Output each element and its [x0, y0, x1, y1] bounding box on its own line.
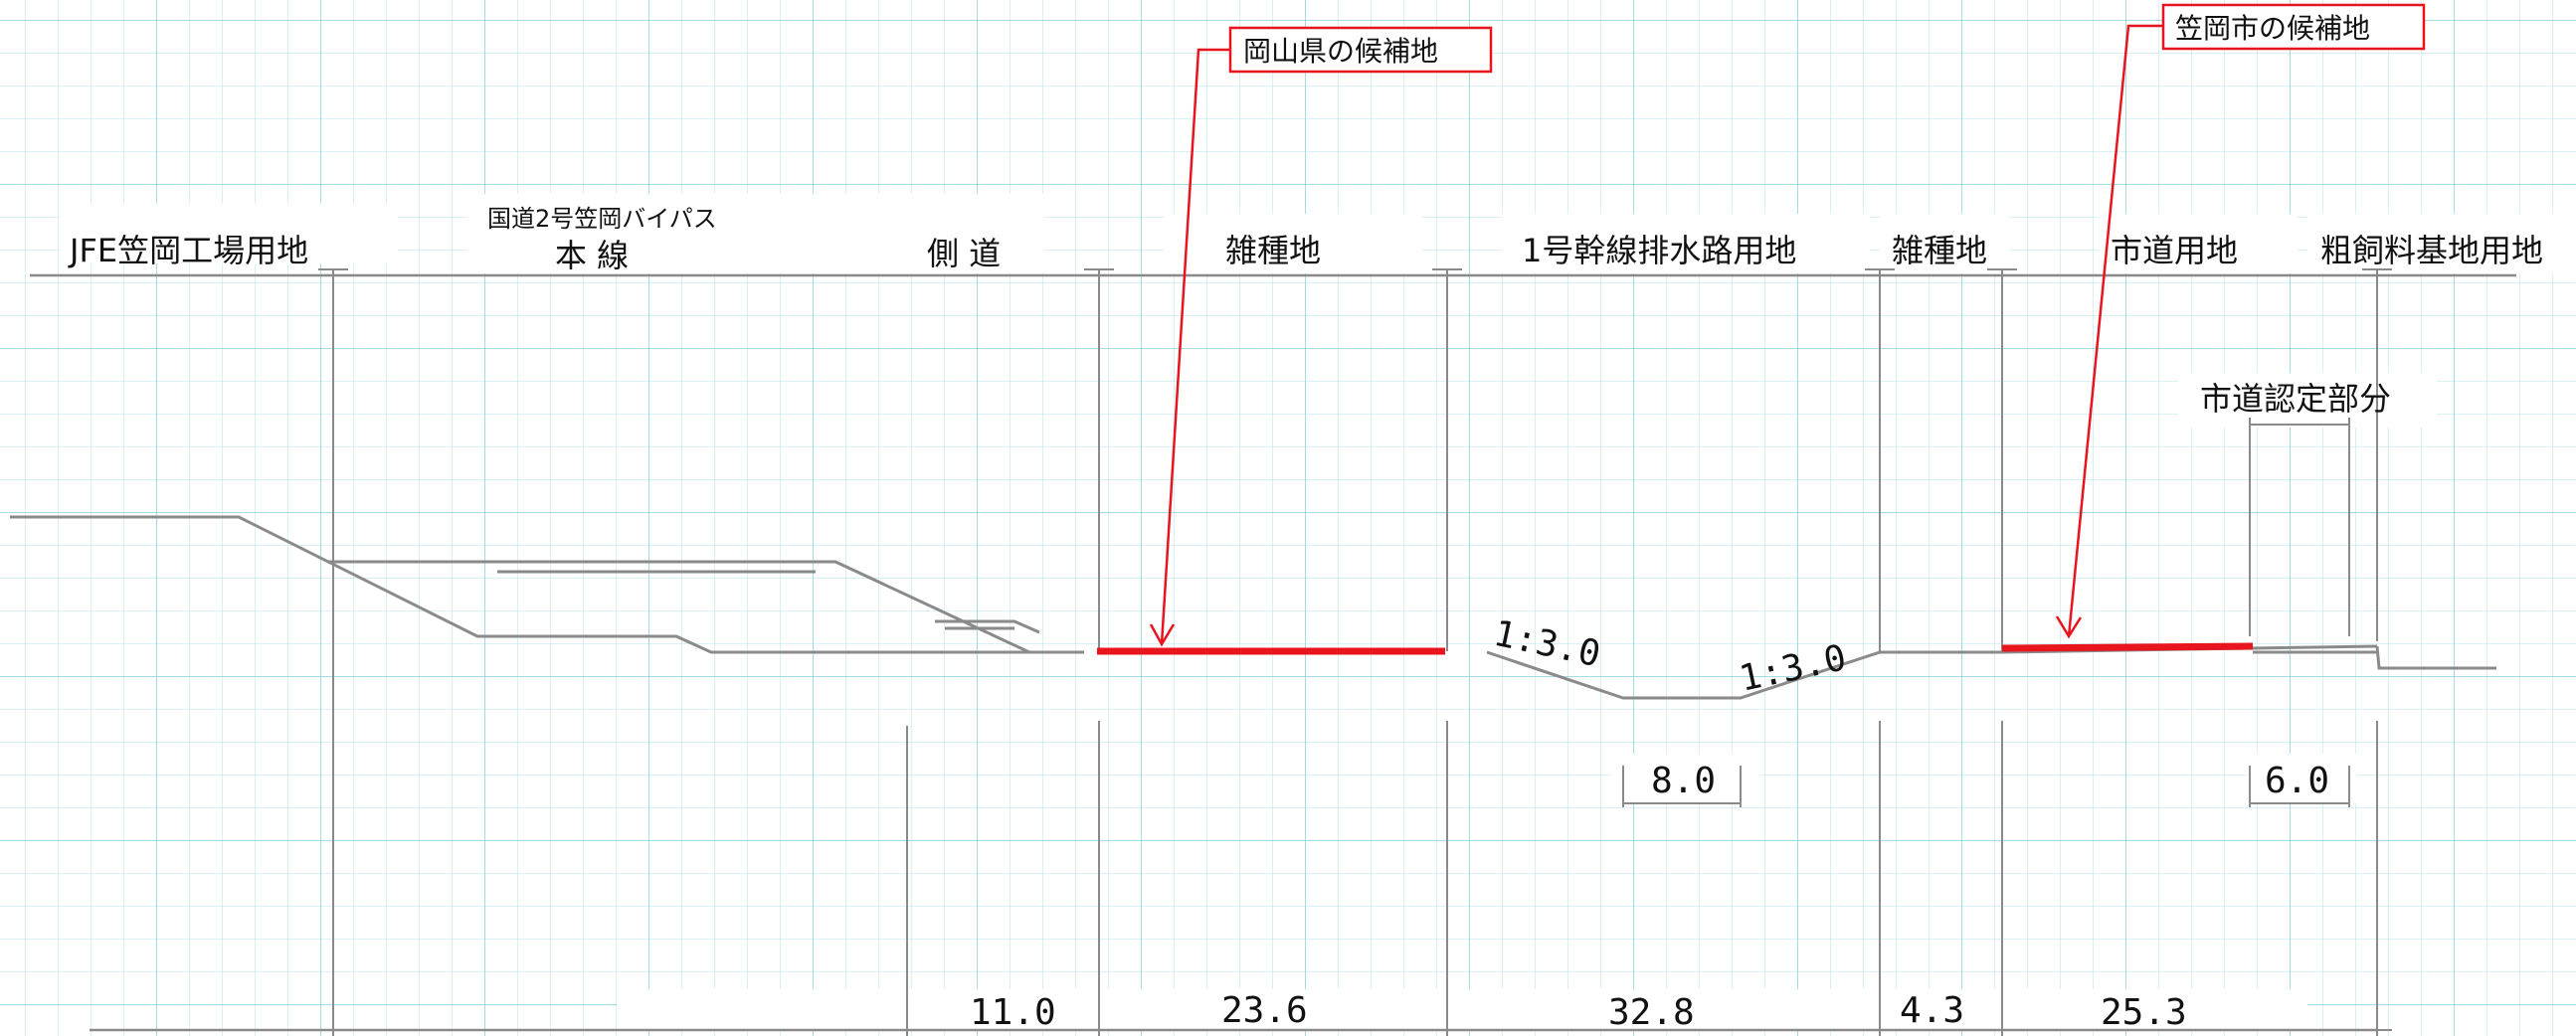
- road-profile: [10, 515, 2496, 700]
- width-side-road: 11.0: [970, 992, 1056, 1033]
- width-misc-land-2: 4.3: [1900, 990, 1964, 1031]
- boundary-lines: [332, 270, 2378, 1036]
- dim-channel-bottom: 8.0: [1651, 761, 1716, 801]
- width-misc-land-1: 23.6: [1221, 990, 1308, 1031]
- header-bypass-main: 本 線: [555, 237, 629, 274]
- header-misc-land-1: 雑種地: [1225, 232, 1321, 269]
- width-drainage: 32.8: [1608, 992, 1695, 1033]
- header-jfe: JFE笠岡工場用地: [68, 232, 308, 269]
- header-bypass-caption: 国道2号笠岡バイパス: [487, 205, 717, 233]
- city-callout-label: 笠岡市の候補地: [2175, 12, 2370, 45]
- width-city-road: 25.3: [2101, 992, 2187, 1033]
- channel-bracket: [1622, 766, 2350, 807]
- dim-certified-width: 6.0: [2265, 761, 2329, 801]
- header-side-road: 側 道: [927, 235, 1001, 272]
- header-drainage: 1号幹線排水路用地: [1522, 232, 1796, 269]
- city-callout-leader: [2055, 24, 2163, 639]
- certified-bracket: [2249, 418, 2350, 636]
- header-misc-land-2: 雑種地: [1892, 232, 1987, 269]
- prefecture-callout-label: 岡山県の候補地: [1243, 35, 1438, 68]
- certified-label: 市道認定部分: [2200, 380, 2391, 418]
- slope-left: 1:3.0: [1490, 613, 1604, 676]
- header-city-road: 市道用地: [2111, 232, 2238, 269]
- city-candidate-bar: [2001, 642, 2254, 652]
- prefecture-callout-box: [1228, 26, 1493, 74]
- city-callout-box: [2161, 3, 2426, 51]
- header-feed-base: 粗飼料基地用地: [2320, 232, 2543, 269]
- prefecture-callout-leader: [1149, 48, 1230, 647]
- slope-right: 1:3.0: [1736, 637, 1850, 700]
